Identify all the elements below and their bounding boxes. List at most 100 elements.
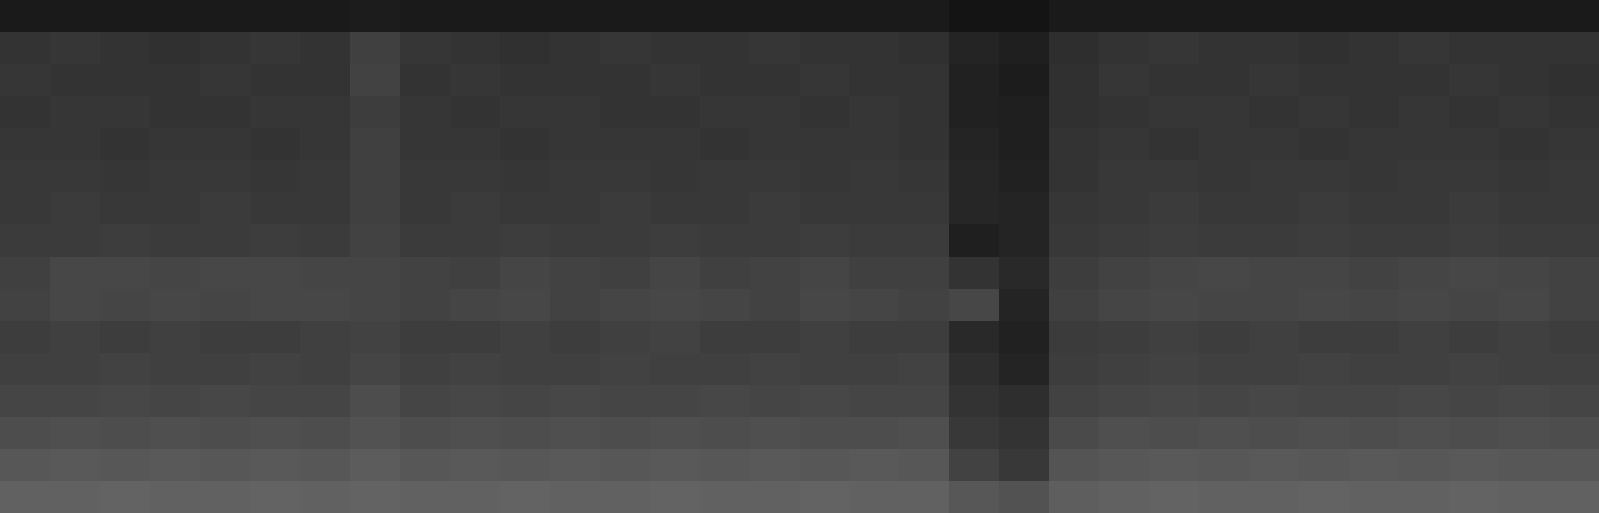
heatmap-cell bbox=[350, 321, 400, 354]
heatmap-cell bbox=[750, 257, 800, 290]
heatmap-cell bbox=[1049, 64, 1099, 97]
heatmap-cell bbox=[1249, 96, 1299, 129]
heatmap-cell bbox=[50, 192, 100, 225]
heatmap-cell bbox=[1549, 449, 1599, 482]
heatmap-cell bbox=[849, 192, 899, 225]
heatmap-cell bbox=[1049, 160, 1099, 193]
heatmap-cell bbox=[650, 449, 700, 482]
heatmap-cell bbox=[450, 160, 500, 193]
heatmap-cell bbox=[650, 96, 700, 129]
heatmap-cell bbox=[1399, 224, 1449, 257]
heatmap-cell bbox=[1299, 353, 1349, 386]
heatmap-cell bbox=[200, 321, 250, 354]
heatmap-cell bbox=[800, 385, 850, 418]
heatmap-cell bbox=[1099, 481, 1149, 513]
heatmap-cell bbox=[849, 481, 899, 513]
heatmap-cell bbox=[1349, 289, 1399, 322]
heatmap-cell bbox=[200, 64, 250, 97]
heatmap-cell bbox=[0, 481, 50, 513]
heatmap-cell bbox=[800, 289, 850, 322]
heatmap-cell bbox=[800, 449, 850, 482]
heatmap-cell bbox=[100, 289, 150, 322]
heatmap-cell bbox=[949, 64, 999, 97]
heatmap-cell bbox=[949, 0, 999, 33]
heatmap-cell bbox=[1449, 64, 1499, 97]
heatmap-cell bbox=[450, 128, 500, 161]
heatmap-cell bbox=[450, 224, 500, 257]
heatmap-cell bbox=[1149, 64, 1199, 97]
heatmap-cell bbox=[0, 192, 50, 225]
heatmap-cell bbox=[600, 32, 650, 65]
heatmap-cell bbox=[500, 0, 550, 33]
heatmap-cell bbox=[899, 160, 949, 193]
heatmap-cell bbox=[0, 0, 50, 33]
heatmap-cell bbox=[100, 224, 150, 257]
heatmap-cell bbox=[1099, 160, 1149, 193]
heatmap-cell bbox=[650, 257, 700, 290]
heatmap-cell bbox=[750, 160, 800, 193]
heatmap-cell bbox=[1549, 353, 1599, 386]
heatmap-cell bbox=[999, 128, 1049, 161]
heatmap-cell bbox=[1499, 321, 1549, 354]
heatmap-cell bbox=[250, 32, 300, 65]
heatmap-cell bbox=[400, 417, 450, 450]
heatmap-cell bbox=[450, 417, 500, 450]
heatmap-cell bbox=[1149, 385, 1199, 418]
heatmap-cell bbox=[849, 257, 899, 290]
heatmap-cell bbox=[50, 160, 100, 193]
heatmap-cell bbox=[400, 96, 450, 129]
heatmap-cell bbox=[750, 64, 800, 97]
heatmap-cell bbox=[1099, 321, 1149, 354]
heatmap-cell bbox=[0, 417, 50, 450]
heatmap-cell bbox=[150, 160, 200, 193]
heatmap-cell bbox=[50, 417, 100, 450]
heatmap-cell bbox=[100, 64, 150, 97]
heatmap-cell bbox=[1349, 417, 1399, 450]
heatmap-cell bbox=[1499, 160, 1549, 193]
heatmap-cell bbox=[1499, 417, 1549, 450]
heatmap-cell bbox=[1149, 96, 1199, 129]
heatmap-cell bbox=[1449, 32, 1499, 65]
heatmap-cell bbox=[949, 128, 999, 161]
heatmap-cell bbox=[700, 160, 750, 193]
heatmap-cell bbox=[1049, 32, 1099, 65]
heatmap-cell bbox=[500, 289, 550, 322]
heatmap-cell bbox=[999, 481, 1049, 513]
heatmap-cell bbox=[750, 128, 800, 161]
heatmap-cell bbox=[450, 0, 500, 33]
heatmap-cell bbox=[600, 257, 650, 290]
heatmap-cell bbox=[400, 449, 450, 482]
heatmap-cell bbox=[750, 96, 800, 129]
heatmap-cell bbox=[600, 321, 650, 354]
heatmap-cell bbox=[350, 353, 400, 386]
heatmap-cell bbox=[350, 0, 400, 33]
heatmap-cell bbox=[949, 160, 999, 193]
heatmap-cell bbox=[400, 32, 450, 65]
heatmap-cell bbox=[50, 96, 100, 129]
heatmap-cell bbox=[600, 353, 650, 386]
heatmap-cell bbox=[650, 224, 700, 257]
heatmap-cell bbox=[849, 64, 899, 97]
heatmap-cell bbox=[800, 32, 850, 65]
heatmap-cell bbox=[350, 128, 400, 161]
heatmap-cell bbox=[150, 417, 200, 450]
heatmap-cell bbox=[400, 224, 450, 257]
heatmap-cell bbox=[300, 481, 350, 513]
heatmap-cell bbox=[400, 321, 450, 354]
chart bbox=[0, 0, 1599, 513]
heatmap-cell bbox=[1299, 32, 1349, 65]
heatmap-cell bbox=[550, 160, 600, 193]
heatmap-cell bbox=[350, 96, 400, 129]
heatmap-cell bbox=[400, 64, 450, 97]
heatmap-cell bbox=[1549, 32, 1599, 65]
heatmap-cell bbox=[800, 160, 850, 193]
heatmap-cell bbox=[150, 385, 200, 418]
heatmap-cell bbox=[1249, 289, 1299, 322]
heatmap-cell bbox=[700, 192, 750, 225]
heatmap-cell bbox=[1099, 385, 1149, 418]
heatmap-cell bbox=[949, 385, 999, 418]
heatmap-cell bbox=[949, 289, 999, 322]
heatmap-cell bbox=[1349, 481, 1399, 513]
heatmap-cell bbox=[899, 481, 949, 513]
heatmap-cell bbox=[1249, 385, 1299, 418]
